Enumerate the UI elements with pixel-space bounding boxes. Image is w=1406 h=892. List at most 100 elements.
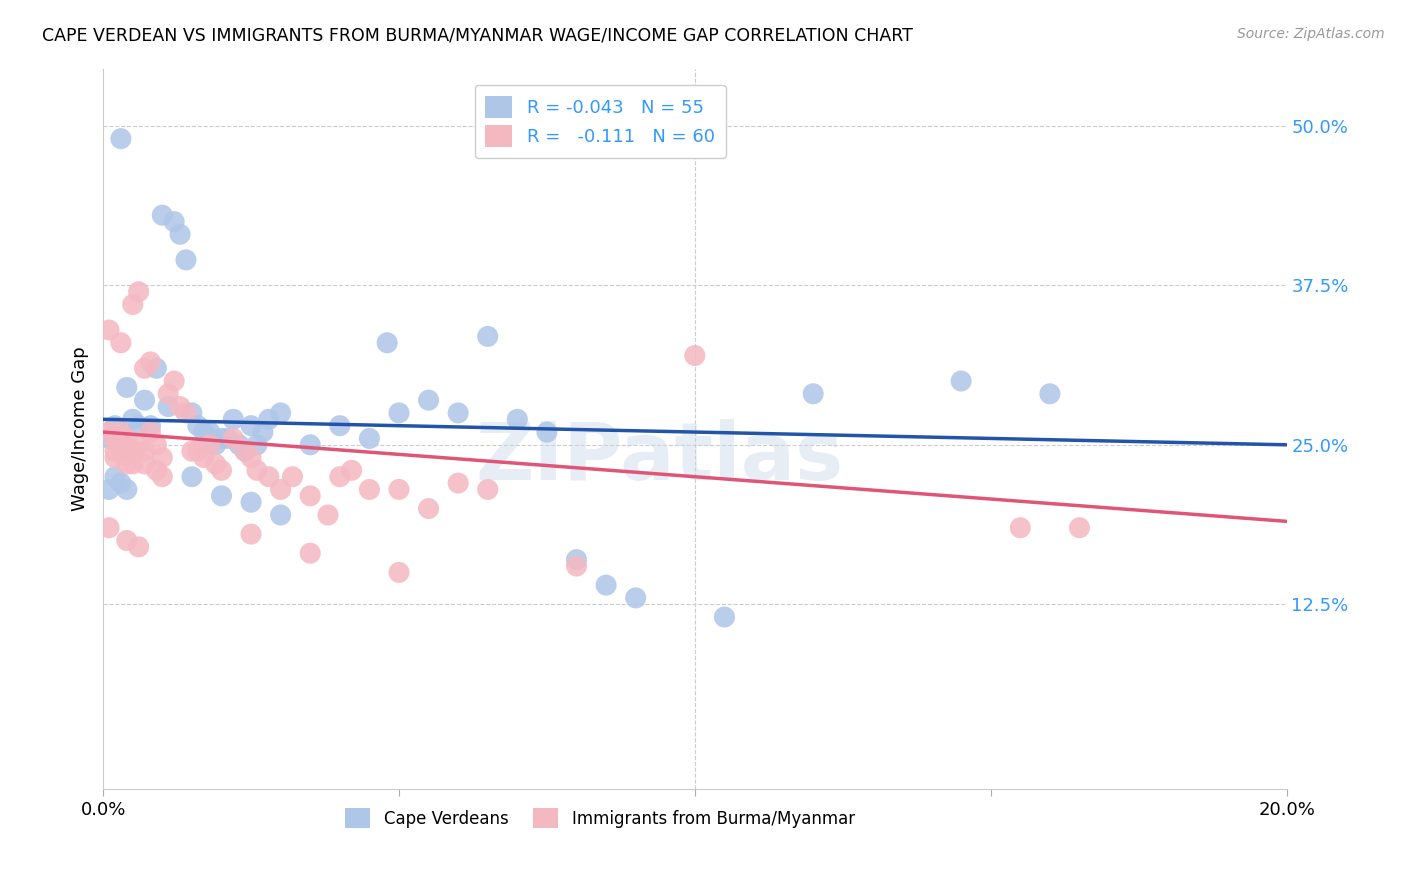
Point [565, 559, 588, 574]
Point [565, 552, 588, 566]
Point [139, 355, 162, 369]
Point [150, 469, 173, 483]
Point [316, 508, 339, 522]
Point [121, 412, 143, 426]
Point [198, 438, 221, 452]
Point [228, 438, 250, 452]
Point [447, 406, 470, 420]
Point [1039, 386, 1062, 401]
Point [418, 393, 440, 408]
Point [222, 412, 245, 426]
Point [240, 450, 263, 465]
Point [110, 335, 132, 350]
Point [163, 214, 186, 228]
Point [211, 489, 233, 503]
Point [1069, 521, 1091, 535]
Point [115, 432, 138, 446]
Point [233, 444, 256, 458]
Point [211, 432, 233, 446]
Point [145, 438, 167, 452]
Point [187, 418, 209, 433]
Point [211, 463, 233, 477]
Point [388, 483, 411, 497]
Point [950, 374, 973, 388]
Point [180, 406, 202, 420]
Point [270, 508, 292, 522]
Point [418, 501, 440, 516]
Point [157, 400, 180, 414]
Point [150, 208, 173, 222]
Point [115, 380, 138, 394]
Text: CAPE VERDEAN VS IMMIGRANTS FROM BURMA/MYANMAR WAGE/INCOME GAP CORRELATION CHART: CAPE VERDEAN VS IMMIGRANTS FROM BURMA/MY… [42, 27, 912, 45]
Point [169, 227, 191, 242]
Point [115, 444, 138, 458]
Point [104, 418, 127, 433]
Point [193, 425, 215, 439]
Point [299, 546, 322, 560]
Point [128, 285, 150, 299]
Point [240, 418, 263, 433]
Point [98, 521, 121, 535]
Point [713, 610, 735, 624]
Point [388, 566, 411, 580]
Point [128, 540, 150, 554]
Text: ZIPatlas: ZIPatlas [475, 418, 844, 497]
Point [246, 463, 269, 477]
Point [174, 406, 197, 420]
Point [447, 476, 470, 491]
Point [257, 469, 280, 483]
Point [257, 412, 280, 426]
Point [169, 400, 191, 414]
Point [246, 438, 269, 452]
Point [104, 450, 127, 465]
Point [281, 469, 304, 483]
Point [128, 438, 150, 452]
Point [139, 425, 162, 439]
Point [180, 469, 202, 483]
Point [240, 495, 263, 509]
Point [98, 323, 121, 337]
Point [683, 349, 706, 363]
Point [240, 527, 263, 541]
Point [252, 425, 274, 439]
Point [110, 432, 132, 446]
Point [204, 438, 226, 452]
Point [150, 450, 173, 465]
Point [329, 469, 352, 483]
Point [110, 425, 132, 439]
Point [128, 418, 150, 433]
Point [222, 432, 245, 446]
Point [477, 483, 499, 497]
Point [134, 457, 156, 471]
Point [121, 457, 143, 471]
Text: Source: ZipAtlas.com: Source: ZipAtlas.com [1237, 27, 1385, 41]
Point [134, 444, 156, 458]
Y-axis label: Wage/Income Gap: Wage/Income Gap [72, 346, 89, 511]
Point [157, 386, 180, 401]
Point [217, 432, 239, 446]
Point [359, 432, 381, 446]
Point [98, 432, 121, 446]
Point [145, 361, 167, 376]
Point [388, 406, 411, 420]
Point [359, 483, 381, 497]
Point [104, 469, 127, 483]
Point [134, 361, 156, 376]
Point [624, 591, 647, 605]
Point [801, 386, 824, 401]
Point [121, 444, 143, 458]
Point [174, 252, 197, 267]
Point [139, 418, 162, 433]
Point [115, 483, 138, 497]
Point [98, 425, 121, 439]
Point [1010, 521, 1032, 535]
Legend: Cape Verdeans, Immigrants from Burma/Myanmar: Cape Verdeans, Immigrants from Burma/Mya… [339, 801, 862, 835]
Point [506, 412, 529, 426]
Point [198, 425, 221, 439]
Point [163, 374, 186, 388]
Point [193, 450, 215, 465]
Point [270, 483, 292, 497]
Point [110, 438, 132, 452]
Point [595, 578, 617, 592]
Point [104, 444, 127, 458]
